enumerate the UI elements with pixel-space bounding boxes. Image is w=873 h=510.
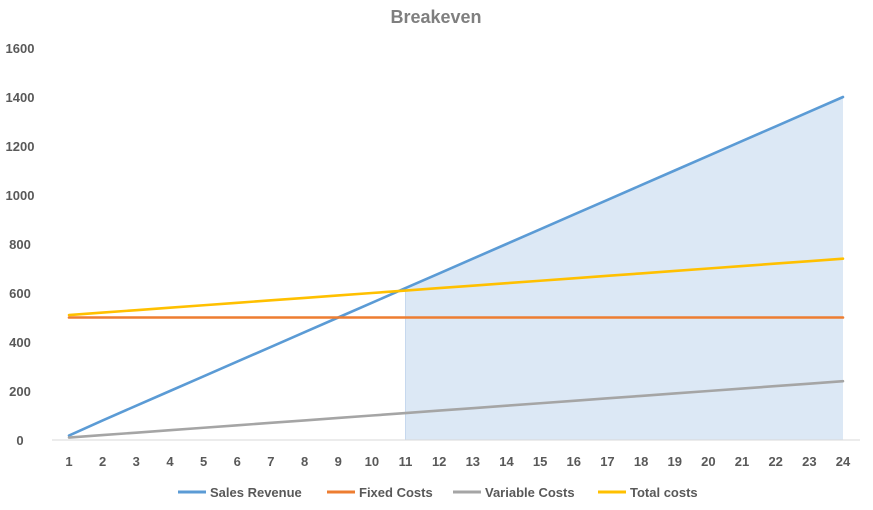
y-tick-label: 800 xyxy=(9,237,31,252)
chart-title: Breakeven xyxy=(390,7,481,27)
y-tick-label: 1400 xyxy=(6,90,35,105)
x-tick-label: 22 xyxy=(768,454,782,469)
x-tick-label: 16 xyxy=(567,454,581,469)
x-tick-label: 23 xyxy=(802,454,816,469)
x-tick-label: 13 xyxy=(466,454,480,469)
x-tick-label: 11 xyxy=(399,454,413,469)
series-line-variable-costs xyxy=(67,379,845,439)
x-tick-label: 20 xyxy=(701,454,715,469)
profit-shaded-area xyxy=(405,97,843,440)
shaded-region-layer xyxy=(405,97,843,440)
x-tick-label: 6 xyxy=(234,454,241,469)
x-tick-label: 1 xyxy=(65,454,72,469)
x-tick-label: 2 xyxy=(99,454,106,469)
x-tick-label: 4 xyxy=(166,454,174,469)
series-line-sales-revenue xyxy=(67,95,845,437)
x-tick-label: 3 xyxy=(133,454,140,469)
x-tick-label: 8 xyxy=(301,454,308,469)
y-tick-label: 400 xyxy=(9,335,31,350)
series-layer xyxy=(67,95,845,439)
legend-label-variable-costs: Variable Costs xyxy=(485,485,575,500)
y-tick-label: 1000 xyxy=(6,188,35,203)
x-tick-label: 18 xyxy=(634,454,648,469)
y-tick-labels: 0 200 400 600 800 1000 1200 1400 1600 xyxy=(6,41,35,448)
legend-label-total-costs: Total costs xyxy=(630,485,698,500)
x-tick-label: 12 xyxy=(432,454,446,469)
y-tick-label: 0 xyxy=(16,433,23,448)
x-tick-label: 7 xyxy=(267,454,274,469)
x-tick-label: 15 xyxy=(533,454,547,469)
x-tick-label: 21 xyxy=(735,454,749,469)
x-tick-label: 17 xyxy=(600,454,614,469)
y-tick-label: 600 xyxy=(9,286,31,301)
legend-label-fixed-costs: Fixed Costs xyxy=(359,485,433,500)
x-tick-label: 9 xyxy=(335,454,342,469)
x-tick-label: 10 xyxy=(365,454,379,469)
x-tick-label: 14 xyxy=(499,454,514,469)
y-tick-label: 1600 xyxy=(6,41,35,56)
legend-label-sales-revenue: Sales Revenue xyxy=(210,485,302,500)
legend: Sales Revenue Fixed Costs Variable Costs To… xyxy=(178,485,698,500)
y-tick-label: 1200 xyxy=(6,139,35,154)
series-line-total-costs xyxy=(67,257,845,317)
x-tick-labels: 1 2 3 4 5 6 7 8 9 10 11 12 13 14 15 16 17 18 19 20 21 22 23 24 xyxy=(65,454,851,469)
x-tick-label: 5 xyxy=(200,454,207,469)
y-tick-label: 200 xyxy=(9,384,31,399)
x-tick-label: 24 xyxy=(836,454,851,469)
x-tick-label: 19 xyxy=(668,454,682,469)
